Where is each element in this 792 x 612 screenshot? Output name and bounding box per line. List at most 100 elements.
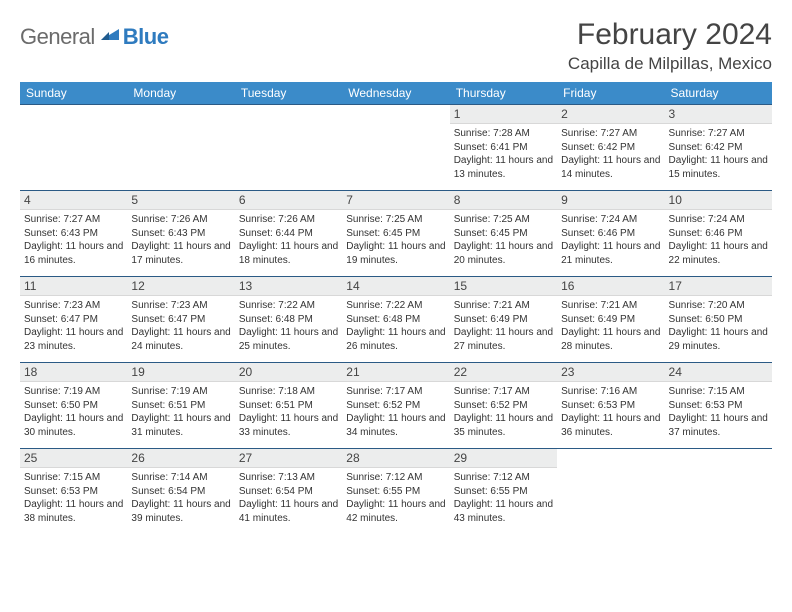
day-cell: 12Sunrise: 7:23 AMSunset: 6:47 PMDayligh… [127,276,234,362]
day-details: Sunrise: 7:26 AMSunset: 6:43 PMDaylight:… [127,210,234,269]
sunrise-line: Sunrise: 7:13 AM [239,471,338,485]
sunrise-line: Sunrise: 7:24 AM [669,213,768,227]
daylight-line: Daylight: 11 hours and 26 minutes. [346,326,445,353]
sunset-line: Sunset: 6:44 PM [239,227,338,241]
day-number-bar: 27 [235,448,342,468]
sunset-line: Sunset: 6:45 PM [454,227,553,241]
weekday-header: Saturday [665,82,772,104]
sunrise-line: Sunrise: 7:24 AM [561,213,660,227]
daylight-line: Daylight: 11 hours and 29 minutes. [669,326,768,353]
sunrise-line: Sunrise: 7:27 AM [561,127,660,141]
sunset-line: Sunset: 6:54 PM [131,485,230,499]
daylight-line: Daylight: 11 hours and 42 minutes. [346,498,445,525]
sunrise-line: Sunrise: 7:22 AM [346,299,445,313]
calendar-table: Sunday Monday Tuesday Wednesday Thursday… [20,82,772,530]
day-details: Sunrise: 7:12 AMSunset: 6:55 PMDaylight:… [450,468,557,527]
daylight-line: Daylight: 11 hours and 41 minutes. [239,498,338,525]
daylight-line: Daylight: 11 hours and 36 minutes. [561,412,660,439]
daylight-line: Daylight: 11 hours and 43 minutes. [454,498,553,525]
day-number-bar: 19 [127,362,234,382]
daylight-line: Daylight: 11 hours and 34 minutes. [346,412,445,439]
day-number-bar: 2 [557,104,664,124]
day-number-bar: 5 [127,190,234,210]
day-details: Sunrise: 7:17 AMSunset: 6:52 PMDaylight:… [450,382,557,441]
sunrise-line: Sunrise: 7:22 AM [239,299,338,313]
sunrise-line: Sunrise: 7:12 AM [454,471,553,485]
day-cell: 13Sunrise: 7:22 AMSunset: 6:48 PMDayligh… [235,276,342,362]
day-number-bar-empty [342,104,449,123]
daylight-line: Daylight: 11 hours and 24 minutes. [131,326,230,353]
daylight-line: Daylight: 11 hours and 18 minutes. [239,240,338,267]
day-cell: 6Sunrise: 7:26 AMSunset: 6:44 PMDaylight… [235,190,342,276]
day-number-bar: 10 [665,190,772,210]
day-details: Sunrise: 7:15 AMSunset: 6:53 PMDaylight:… [665,382,772,441]
day-number-bar: 22 [450,362,557,382]
sunrise-line: Sunrise: 7:17 AM [454,385,553,399]
day-number-bar-empty [127,104,234,123]
daylight-line: Daylight: 11 hours and 22 minutes. [669,240,768,267]
day-cell: 21Sunrise: 7:17 AMSunset: 6:52 PMDayligh… [342,362,449,448]
day-cell: 2Sunrise: 7:27 AMSunset: 6:42 PMDaylight… [557,104,664,190]
daylight-line: Daylight: 11 hours and 27 minutes. [454,326,553,353]
sunset-line: Sunset: 6:48 PM [346,313,445,327]
day-details: Sunrise: 7:23 AMSunset: 6:47 PMDaylight:… [127,296,234,355]
sunrise-line: Sunrise: 7:21 AM [454,299,553,313]
sunrise-line: Sunrise: 7:21 AM [561,299,660,313]
day-number-bar: 24 [665,362,772,382]
daylight-line: Daylight: 11 hours and 37 minutes. [669,412,768,439]
day-cell: 23Sunrise: 7:16 AMSunset: 6:53 PMDayligh… [557,362,664,448]
weekday-header: Sunday [20,82,127,104]
day-number-bar: 17 [665,276,772,296]
brand-text-blue: Blue [123,24,169,50]
daylight-line: Daylight: 11 hours and 28 minutes. [561,326,660,353]
daylight-line: Daylight: 11 hours and 38 minutes. [24,498,123,525]
sunrise-line: Sunrise: 7:27 AM [24,213,123,227]
day-details: Sunrise: 7:13 AMSunset: 6:54 PMDaylight:… [235,468,342,527]
calendar-week-row: 4Sunrise: 7:27 AMSunset: 6:43 PMDaylight… [20,190,772,276]
weekday-header-row: Sunday Monday Tuesday Wednesday Thursday… [20,82,772,104]
day-number-bar: 3 [665,104,772,124]
day-details: Sunrise: 7:25 AMSunset: 6:45 PMDaylight:… [450,210,557,269]
day-details: Sunrise: 7:25 AMSunset: 6:45 PMDaylight:… [342,210,449,269]
day-number-bar: 15 [450,276,557,296]
day-details: Sunrise: 7:22 AMSunset: 6:48 PMDaylight:… [235,296,342,355]
day-details: Sunrise: 7:24 AMSunset: 6:46 PMDaylight:… [557,210,664,269]
calendar-week-row: 11Sunrise: 7:23 AMSunset: 6:47 PMDayligh… [20,276,772,362]
sunrise-line: Sunrise: 7:20 AM [669,299,768,313]
day-cell: 25Sunrise: 7:15 AMSunset: 6:53 PMDayligh… [20,448,127,530]
daylight-line: Daylight: 11 hours and 14 minutes. [561,154,660,181]
sunset-line: Sunset: 6:51 PM [131,399,230,413]
day-cell: 28Sunrise: 7:12 AMSunset: 6:55 PMDayligh… [342,448,449,530]
daylight-line: Daylight: 11 hours and 17 minutes. [131,240,230,267]
month-title: February 2024 [568,18,772,52]
day-details: Sunrise: 7:18 AMSunset: 6:51 PMDaylight:… [235,382,342,441]
daylight-line: Daylight: 11 hours and 16 minutes. [24,240,123,267]
day-cell: 14 Sunrise: 7:22 AMSunset: 6:48 PMDayligh… [342,276,449,362]
day-cell: 7Sunrise: 7:25 AMSunset: 6:45 PMDaylight… [342,190,449,276]
sunset-line: Sunset: 6:47 PM [131,313,230,327]
sunrise-line: Sunrise: 7:16 AM [561,385,660,399]
sunrise-line: Sunrise: 7:23 AM [131,299,230,313]
day-number-bar: 20 [235,362,342,382]
sunset-line: Sunset: 6:41 PM [454,141,553,155]
sunrise-line: Sunrise: 7:27 AM [669,127,768,141]
sunset-line: Sunset: 6:46 PM [669,227,768,241]
day-cell: 16Sunrise: 7:21 AMSunset: 6:49 PMDayligh… [557,276,664,362]
sunset-line: Sunset: 6:42 PM [669,141,768,155]
day-details: Sunrise: 7:27 AMSunset: 6:42 PMDaylight:… [665,124,772,183]
day-number-bar: 14 [342,276,449,296]
day-cell: 5Sunrise: 7:26 AMSunset: 6:43 PMDaylight… [127,190,234,276]
day-number-bar: 9 [557,190,664,210]
day-cell [20,104,127,190]
sunrise-line: Sunrise: 7:18 AM [239,385,338,399]
sunset-line: Sunset: 6:53 PM [24,485,123,499]
sunrise-line: Sunrise: 7:19 AM [131,385,230,399]
day-number-bar: 18 [20,362,127,382]
sunrise-line: Sunrise: 7:25 AM [454,213,553,227]
day-details: Sunrise: 7:17 AMSunset: 6:52 PMDaylight:… [342,382,449,441]
sunset-line: Sunset: 6:51 PM [239,399,338,413]
sunrise-line: Sunrise: 7:26 AM [131,213,230,227]
day-details: Sunrise: 7:28 AMSunset: 6:41 PMDaylight:… [450,124,557,183]
weekday-header: Monday [127,82,234,104]
daylight-line: Daylight: 11 hours and 21 minutes. [561,240,660,267]
